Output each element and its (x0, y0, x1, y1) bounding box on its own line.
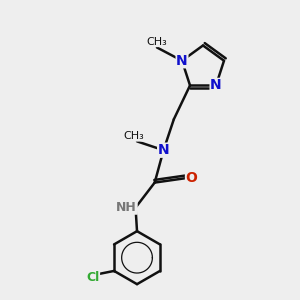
Text: NH: NH (116, 201, 137, 214)
Text: CH₃: CH₃ (147, 37, 167, 46)
Text: N: N (210, 78, 222, 92)
Text: O: O (186, 171, 197, 185)
Text: N: N (176, 54, 188, 68)
Text: CH₃: CH₃ (124, 131, 145, 141)
Text: Cl: Cl (86, 271, 100, 284)
Text: N: N (158, 143, 169, 157)
